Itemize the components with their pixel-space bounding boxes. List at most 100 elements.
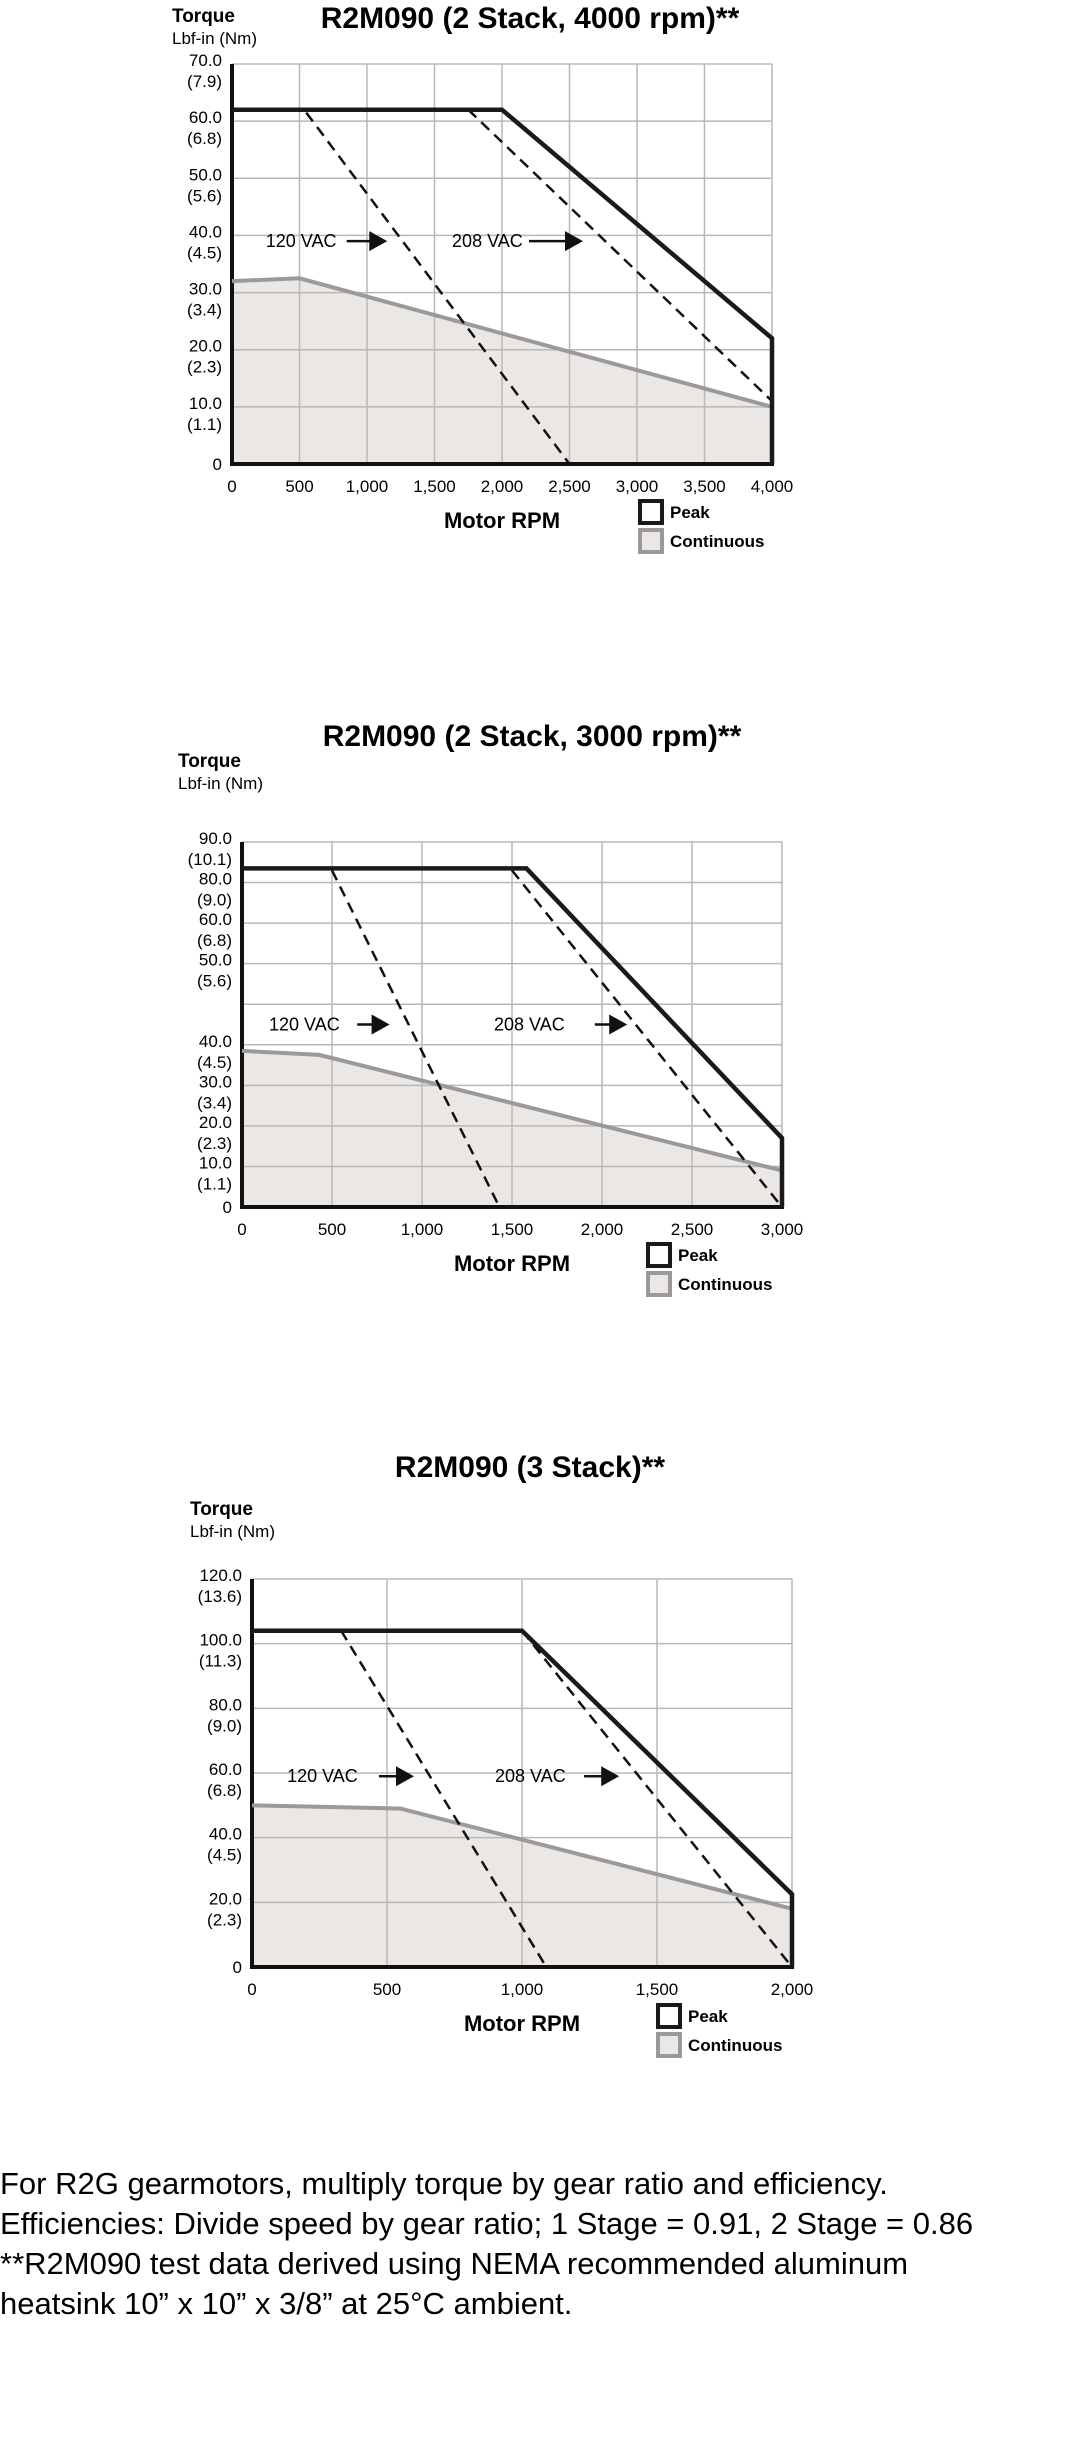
y-tick-label: 30.0 [189,280,222,299]
legend-label-peak: Peak [688,2007,728,2026]
x-tick-label: 1,000 [401,1220,444,1239]
torque-chart-4000rpm: R2M090 (2 Stack, 4000 rpm)** Torque Lbf-in… [172,2,794,554]
y-tick-sublabel: (9.0) [207,1716,242,1735]
x-tick-label: 500 [285,477,313,496]
x-tick-label: 1,000 [501,1980,544,1999]
y-tick-sublabel: (4.5) [197,1053,232,1072]
peak-series-line [252,1628,795,1967]
x-tick-label: 3,500 [683,477,726,496]
vac-label-0: 120 VAC [287,1766,358,1786]
grid [241,841,783,1208]
y-tick-label: 0 [213,455,222,474]
arrow-head-icon [601,1766,620,1787]
legend-swatch-peak [646,1242,672,1268]
arrow-head-icon [565,231,583,252]
y-axis-label: Torque [178,751,241,772]
torque-chart-3000rpm: R2M090 (2 Stack, 3000 rpm)** Torque Lbf-in… [178,720,804,1297]
y-tick-label: 20.0 [189,337,222,356]
x-tick-label: 4,000 [751,477,794,496]
y-tick-sublabel: (10.1) [188,850,232,869]
x-tick-label: 500 [373,1980,401,1999]
y-tick-label: 60.0 [199,910,232,929]
x-axis-label: Motor RPM [454,1251,570,1276]
y-tick-label: 30.0 [199,1072,232,1091]
x-axis-label: Motor RPM [464,2011,580,2036]
legend: Peak Continuous [646,1242,772,1297]
x-tick-label: 3,000 [761,1220,804,1239]
legend-label-peak: Peak [670,503,710,522]
x-tick-label: 1,500 [413,477,456,496]
footnote-line-3: **R2M090 test data derived using NEMA re… [0,2246,909,2281]
x-tick-label: 0 [227,477,236,496]
y-tick-sublabel: (5.6) [197,972,232,991]
footnote-line-4: heatsink 10” x 10” x 3/8” at 25°C ambien… [0,2286,573,2321]
y-tick-sublabel: (3.4) [197,1093,232,1112]
y-tick-label: 80.0 [199,870,232,889]
x-tick-label: 2,000 [481,477,524,496]
y-tick-label: 100.0 [199,1631,242,1650]
y-tick-label: 60.0 [209,1760,242,1779]
legend-swatch-peak [656,2003,682,2029]
y-tick-label: 50.0 [189,165,222,184]
chart-title: R2M090 (3 Stack)** [395,1451,665,1484]
legend-label-continuous: Continuous [678,1275,772,1294]
vac-line-0 [330,869,501,1208]
vac-line-0 [305,111,571,465]
peak-series-line [242,866,785,1207]
torque-chart-3-stack: R2M090 (3 Stack)** Torque Lbf-in (Nm) 120.0… [190,1451,814,2058]
arrow-head-icon [396,1766,414,1787]
y-tick-label: 0 [223,1198,232,1217]
y-tick-label: 0 [233,1958,242,1977]
y-axis-units: Lbf-in (Nm) [178,774,263,793]
y-tick-sublabel: (4.5) [207,1846,242,1865]
legend-label-peak: Peak [678,1246,718,1265]
vac-label-1: 208 VAC [452,231,523,251]
y-tick-sublabel: (11.3) [199,1652,242,1671]
y-tick-label: 80.0 [209,1695,242,1714]
y-tick-sublabel: (1.1) [197,1174,232,1193]
y-tick-sublabel: (3.4) [187,301,222,320]
x-tick-label: 2,500 [548,477,591,496]
x-tick-label: 2,000 [581,1220,624,1239]
chart-title: R2M090 (2 Stack, 4000 rpm)** [321,2,740,35]
x-tick-label: 0 [237,1220,246,1239]
y-tick-sublabel: (9.0) [197,891,232,910]
y-tick-label: 120.0 [199,1566,242,1585]
y-tick-label: 40.0 [199,1032,232,1051]
footnote: For R2G gearmotors, multiply torque by g… [0,2164,1078,2324]
y-tick-label: 10.0 [189,394,222,413]
arrow-head-icon [371,1014,390,1035]
y-tick-sublabel: (1.1) [187,415,222,434]
legend-swatch-continuous [656,2032,682,2058]
y-axis-units: Lbf-in (Nm) [172,29,257,48]
x-tick-label: 0 [247,1980,256,1999]
footnote-line-2: Efficiencies: Divide speed by gear ratio… [0,2206,974,2241]
y-tick-sublabel: (13.6) [198,1587,242,1606]
y-axis-label: Torque [190,1499,253,1520]
y-tick-sublabel: (2.3) [187,358,222,377]
y-tick-sublabel: (2.3) [197,1134,232,1153]
y-tick-label: 40.0 [209,1825,242,1844]
x-tick-label: 2,500 [671,1220,714,1239]
peak-series-line [232,107,775,464]
legend-label-continuous: Continuous [670,532,764,551]
x-tick-label: 1,000 [346,477,389,496]
x-tick-label: 1,500 [636,1980,679,1999]
vac-label-1: 208 VAC [494,1015,565,1035]
vac-label-0: 120 VAC [269,1015,340,1035]
legend-label-continuous: Continuous [688,2036,782,2055]
y-tick-sublabel: (6.8) [187,129,222,148]
continuous-series-line [251,1803,793,1911]
x-tick-label: 1,500 [491,1220,534,1239]
x-tick-label: 2,000 [771,1980,814,1999]
footnote-line-1: For R2G gearmotors, multiply torque by g… [0,2166,888,2201]
arrow-head-icon [609,1014,628,1035]
legend-swatch-peak [638,499,664,525]
vac-label-1: 208 VAC [495,1766,566,1786]
y-tick-label: 20.0 [199,1113,232,1132]
legend: Peak Continuous [656,2003,782,2058]
y-tick-label: 60.0 [189,108,222,127]
x-tick-label: 500 [318,1220,346,1239]
y-tick-sublabel: (2.3) [207,1910,242,1929]
legend-swatch-continuous [638,528,664,554]
